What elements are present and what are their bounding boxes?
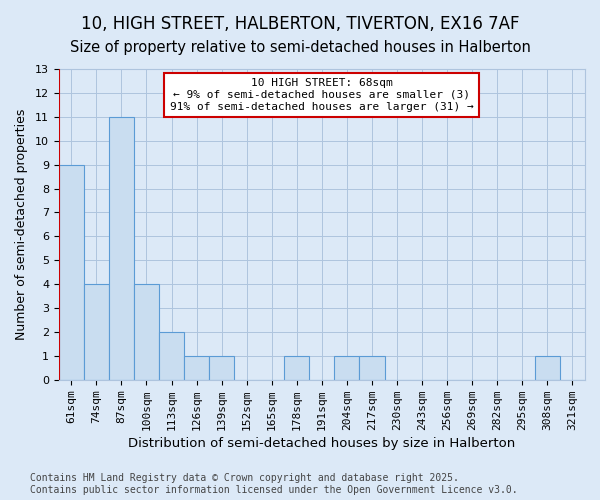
- Bar: [59, 164, 84, 380]
- Text: Size of property relative to semi-detached houses in Halberton: Size of property relative to semi-detach…: [70, 40, 530, 55]
- Bar: [84, 284, 109, 380]
- Bar: [134, 284, 159, 380]
- Text: 10 HIGH STREET: 68sqm
← 9% of semi-detached houses are smaller (3)
91% of semi-d: 10 HIGH STREET: 68sqm ← 9% of semi-detac…: [170, 78, 474, 112]
- Bar: [184, 356, 209, 380]
- Bar: [359, 356, 385, 380]
- Bar: [159, 332, 184, 380]
- Text: 10, HIGH STREET, HALBERTON, TIVERTON, EX16 7AF: 10, HIGH STREET, HALBERTON, TIVERTON, EX…: [81, 15, 519, 33]
- Bar: [209, 356, 234, 380]
- X-axis label: Distribution of semi-detached houses by size in Halberton: Distribution of semi-detached houses by …: [128, 437, 515, 450]
- Bar: [334, 356, 359, 380]
- Bar: [109, 117, 134, 380]
- Y-axis label: Number of semi-detached properties: Number of semi-detached properties: [15, 108, 28, 340]
- Text: Contains HM Land Registry data © Crown copyright and database right 2025.
Contai: Contains HM Land Registry data © Crown c…: [30, 474, 518, 495]
- Bar: [535, 356, 560, 380]
- Bar: [284, 356, 310, 380]
